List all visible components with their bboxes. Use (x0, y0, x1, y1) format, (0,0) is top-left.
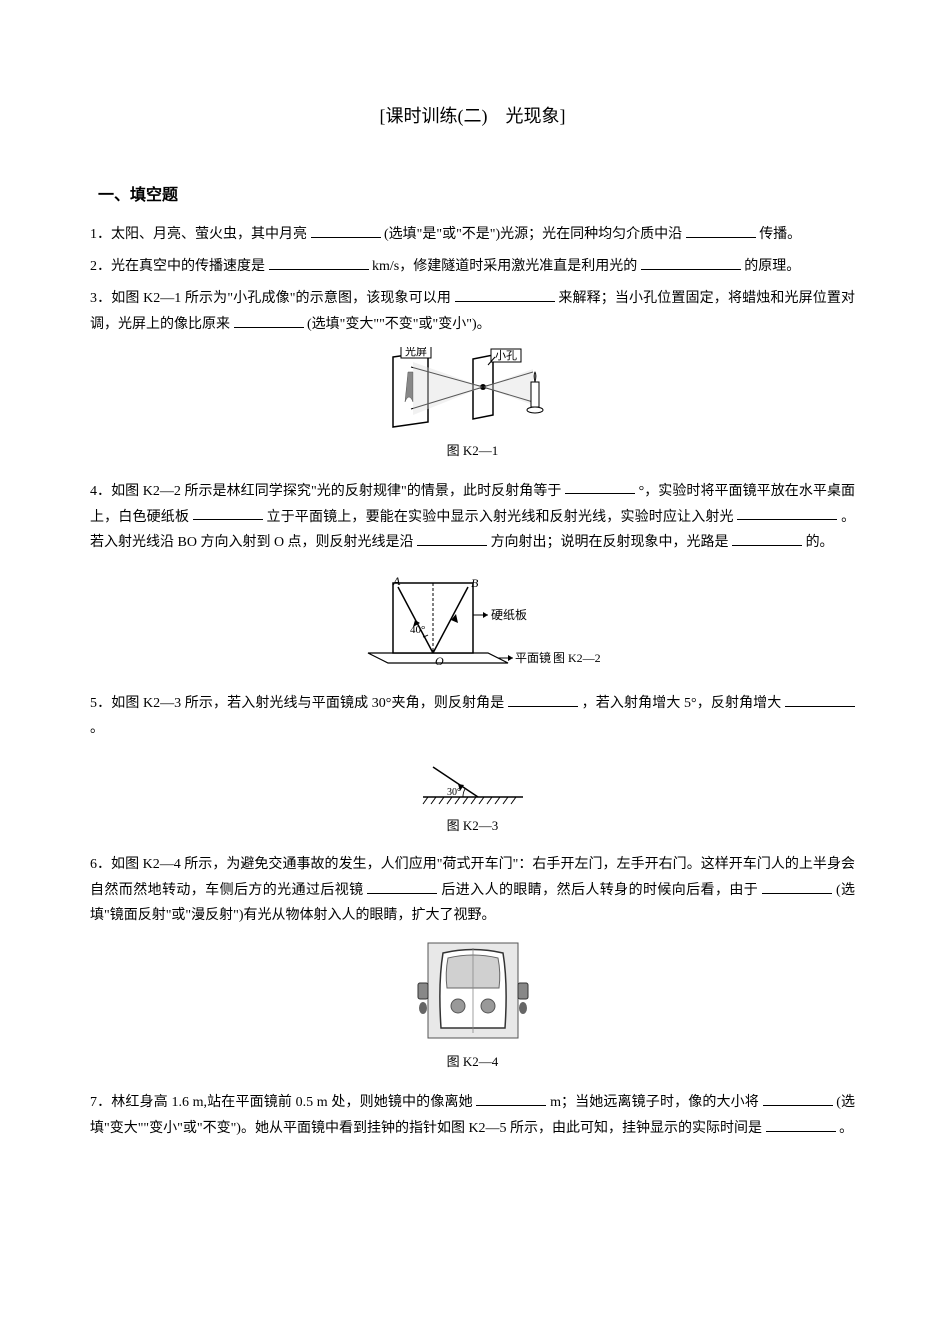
q2-text-pre: 2．光在真空中的传播速度是 (90, 259, 265, 274)
q5-text-mid1: ，若入射角增大 5°，反射角增大 (582, 696, 782, 711)
q6-blank-2 (762, 877, 832, 894)
q5-blank-1 (508, 690, 578, 707)
section-header: 一、填空题 (98, 182, 855, 211)
q4-blank-4 (417, 529, 487, 546)
question-7: 7．林红身高 1.6 m,站在平面镜前 0.5 m 处，则她镜中的像离她 m；当… (90, 1089, 855, 1141)
q4-blank-3 (737, 504, 837, 521)
reflection-diagram: A B O 40° 硬纸板 平面镜 图 K2—2 (343, 575, 603, 675)
q1-text-end: 传播。 (759, 227, 801, 242)
fig2-angle-label: 40° (410, 624, 425, 636)
q3-text-pre: 3．如图 K2—1 所示为"小孔成像"的示意图，该现象可以用 (90, 291, 451, 306)
q3-blank-2 (234, 311, 304, 328)
q2-text-mid1: km/s，修建隧道时采用激光准直是利用光的 (372, 259, 637, 274)
fig1-caption: 图 K2—1 (90, 439, 855, 462)
q2-text-end: 的原理。 (744, 259, 800, 274)
q5-text-pre: 5．如图 K2—3 所示，若入射光线与平面镜成 30°夹角，则反射角是 (90, 696, 504, 711)
q7-blank-3 (766, 1115, 836, 1132)
q7-text-end: 。 (839, 1121, 853, 1136)
q4-text-mid2: 立于平面镜上，要能在实验中显示入射光线和反射光线，实验时应让入射光 (266, 509, 733, 524)
q7-text-pre: 7．林红身高 1.6 m,站在平面镜前 0.5 m 处，则她镜中的像离她 (90, 1095, 473, 1110)
question-1: 1．太阳、月亮、萤火虫，其中月亮 (选填"是"或"不是")光源；光在同种均匀介质… (90, 221, 855, 247)
fig2-board-label: 硬纸板 (491, 608, 527, 622)
fig2-label-b: B (471, 576, 479, 590)
fig1-hole-label: 小孔 (495, 349, 517, 362)
fig2-mirror-label: 平面镜 (515, 650, 551, 665)
q7-blank-2 (763, 1089, 833, 1106)
q1-text-pre: 1．太阳、月亮、萤火虫，其中月亮 (90, 227, 307, 242)
q1-blank-2 (686, 221, 756, 238)
figure-k2-3: 30° 图 K2—3 (90, 762, 855, 837)
q5-text-end: 。 (90, 721, 104, 736)
question-5: 5．如图 K2—3 所示，若入射光线与平面镜成 30°夹角，则反射角是 ，若入射… (90, 690, 855, 741)
q4-text-mid4: 方向射出；说明在反射现象中，光路是 (491, 535, 729, 550)
q4-text-pre: 4．如图 K2—2 所示是林红同学探究"光的反射规律"的情景，此时反射角等于 (90, 483, 561, 498)
fig2-label-a: A (392, 575, 401, 588)
question-4: 4．如图 K2—2 所示是林红同学探究"光的反射规律"的情景，此时反射角等于 °… (90, 478, 855, 556)
car-door-diagram (403, 938, 543, 1048)
fig2-caption-inline: 图 K2—2 (553, 651, 601, 665)
fig1-screen-label: 光屏 (405, 347, 427, 358)
q5-blank-2 (785, 690, 855, 707)
fig4-caption: 图 K2—4 (90, 1050, 855, 1073)
q2-blank-2 (641, 253, 741, 270)
page-title: [课时训练(二) 光现象] (90, 100, 855, 132)
q2-blank-1 (269, 253, 369, 270)
q3-blank-1 (455, 285, 555, 302)
q4-blank-2 (193, 504, 263, 521)
angle-diagram: 30° (403, 762, 543, 812)
pinhole-diagram: 光屏 小孔 (373, 347, 573, 437)
figure-k2-4: 图 K2—4 (90, 938, 855, 1073)
q7-blank-1 (476, 1089, 546, 1106)
q4-blank-1 (565, 478, 635, 495)
q4-blank-5 (732, 529, 802, 546)
q1-blank-1 (311, 221, 381, 238)
q7-text-mid1: m；当她远离镜子时，像的大小将 (550, 1095, 759, 1110)
fig2-label-o: O (435, 654, 444, 668)
fig3-caption: 图 K2—3 (90, 814, 855, 837)
q1-text-mid1: (选填"是"或"不是")光源；光在同种均匀介质中沿 (384, 227, 682, 242)
figure-k2-2: A B O 40° 硬纸板 平面镜 图 K2—2 (90, 575, 855, 675)
question-2: 2．光在真空中的传播速度是 km/s，修建隧道时采用激光准直是利用光的 的原理。 (90, 253, 855, 279)
q6-text-mid1: 后进入人的眼睛，然后人转身的时候向后看，由于 (441, 883, 758, 898)
question-6: 6．如图 K2—4 所示，为避免交通事故的发生，人们应用"荷式开车门"：右手开左… (90, 852, 855, 928)
q3-text-end: (选填"变大""不变"或"变小")。 (307, 317, 491, 332)
q6-blank-1 (367, 877, 437, 894)
fig3-angle-label: 30° (447, 787, 461, 798)
question-3: 3．如图 K2—1 所示为"小孔成像"的示意图，该现象可以用 来解释；当小孔位置… (90, 285, 855, 337)
figure-k2-1: 光屏 小孔 图 K2—1 (90, 347, 855, 462)
q4-text-end: 的。 (806, 535, 834, 550)
